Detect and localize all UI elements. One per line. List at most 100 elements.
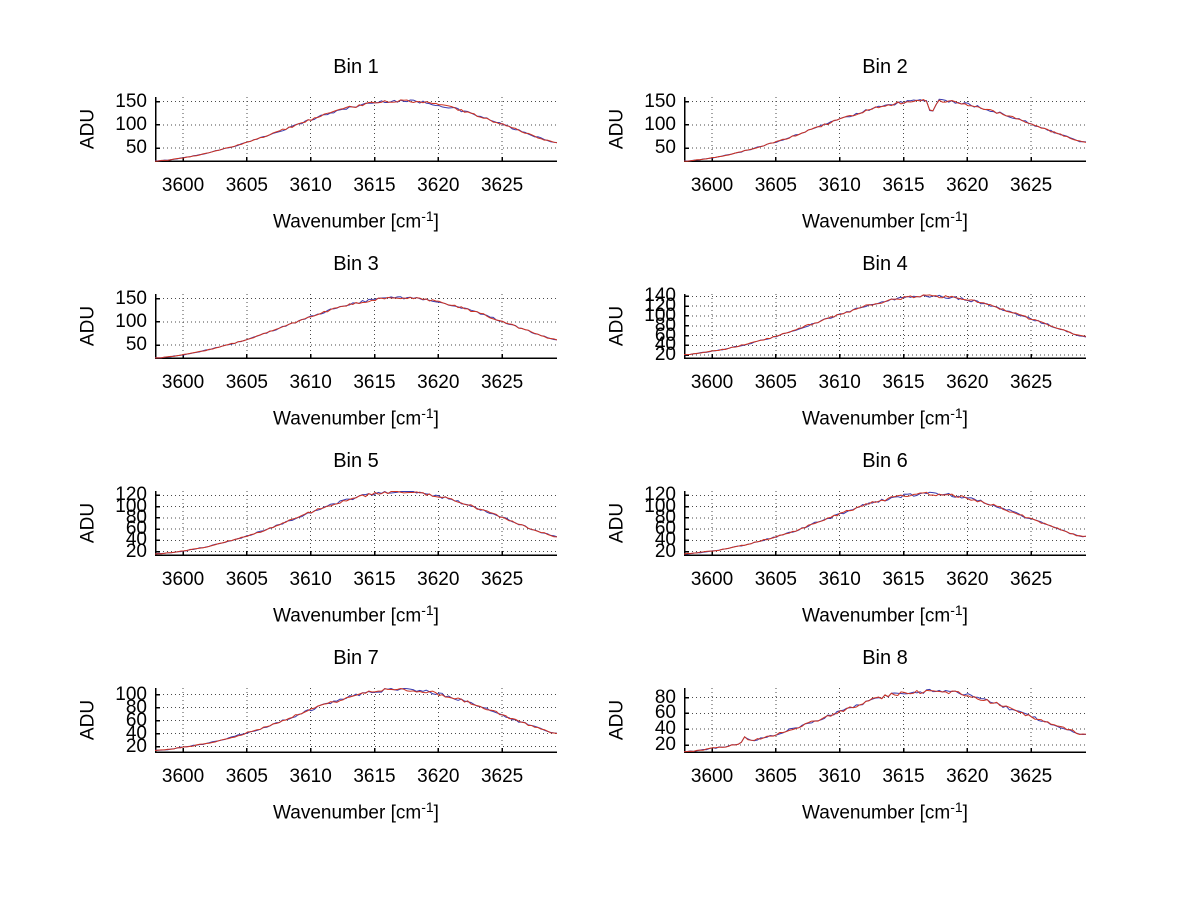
x-axis-label: Wavenumber [cm-1] (684, 399, 1086, 429)
x-axis-label-exponent: -1 (950, 405, 963, 421)
x-tick-label: 3605 (225, 569, 269, 590)
x-tick-label: 3620 (417, 372, 460, 393)
x-axis-label-end: ] (962, 605, 968, 627)
x-axis-label: Wavenumber [cm-1] (155, 793, 557, 823)
x-axis-label: Wavenumber [cm-1] (155, 596, 557, 626)
x-axis-label-end: ] (433, 408, 439, 430)
x-tick-label: 3605 (754, 372, 798, 393)
subplot-bin-2: Bin 2 ADU Wavenumber [cm-1] 50 100 150 3600… (574, 52, 1096, 244)
x-tick-label: 3620 (417, 766, 460, 787)
x-tick-label: 3615 (882, 766, 925, 787)
x-axis-label-main: Wavenumber [cm (802, 605, 951, 627)
x-tick-label: 3610 (818, 569, 861, 590)
x-axis-label-exponent: -1 (421, 799, 434, 815)
x-axis-label-exponent: -1 (421, 208, 434, 224)
x-tick-label: 3620 (946, 372, 989, 393)
x-axis-label-end: ] (962, 408, 968, 430)
x-tick-label: 3600 (161, 372, 205, 393)
y-tick-label: 80 (125, 696, 147, 718)
plot-area (684, 491, 1086, 556)
plot-area (155, 97, 557, 162)
spectrum-plot (155, 294, 557, 359)
plot-area (684, 294, 1086, 359)
x-tick-label: 3605 (754, 766, 798, 787)
x-axis-label-end: ] (962, 211, 968, 233)
x-axis-label-exponent: -1 (421, 602, 434, 618)
y-tick-label: 40 (125, 529, 147, 551)
y-tick-label: 20 (125, 735, 147, 757)
y-tick-label: 100 (115, 495, 147, 517)
x-tick-label: 3615 (353, 372, 396, 393)
y-tick-label: 50 (654, 137, 676, 159)
y-tick-label: 20 (654, 734, 676, 756)
y-tick-label: 120 (644, 295, 676, 317)
x-tick-label: 3605 (754, 175, 798, 196)
x-tick-label: 3625 (480, 372, 524, 393)
subplot-bin-1: Bin 1 ADU Wavenumber [cm-1] 50 100 150 3600… (45, 52, 567, 244)
y-tick-label: 60 (654, 702, 676, 724)
y-tick-label: 100 (115, 113, 147, 135)
x-tick-label: 3620 (946, 175, 989, 196)
y-tick-label: 80 (125, 506, 147, 528)
y-tick-label: 150 (115, 90, 147, 112)
subplot-bin-8: Bin 8 ADU Wavenumber [cm-1] 20 40 60 80 3600… (574, 643, 1096, 835)
x-axis-label-main: Wavenumber [cm (802, 408, 951, 430)
x-tick-label: 3610 (289, 372, 332, 393)
subplot-title: Bin 1 (333, 56, 379, 78)
x-axis-label: Wavenumber [cm-1] (155, 399, 557, 429)
subplot-title: Bin 3 (333, 253, 379, 275)
subplot-bin-5: Bin 5 ADU Wavenumber [cm-1] 20 40 60 80 100 1… (45, 446, 567, 638)
plot-area (155, 491, 557, 556)
plot-area (155, 688, 557, 753)
x-tick-label: 3620 (946, 766, 989, 787)
subplot-title: Bin 2 (862, 56, 908, 78)
x-tick-label: 3610 (289, 569, 332, 590)
subplot-title: Bin 7 (333, 647, 379, 669)
plot-area (684, 97, 1086, 162)
y-tick-label: 40 (654, 718, 676, 740)
x-tick-label: 3625 (480, 569, 524, 590)
subplot-title: Bin 4 (862, 253, 908, 275)
x-tick-label: 3615 (882, 175, 925, 196)
x-tick-label: 3610 (818, 175, 861, 196)
subplot-title: Bin 6 (862, 450, 908, 472)
y-tick-label: 140 (644, 285, 676, 307)
x-tick-label: 3620 (417, 569, 460, 590)
x-axis-label: Wavenumber [cm-1] (155, 202, 557, 232)
x-axis-label-end: ] (962, 802, 968, 824)
y-tick-label: 150 (115, 287, 147, 309)
x-axis-label-end: ] (433, 605, 439, 627)
y-tick-label: 100 (644, 304, 676, 326)
x-tick-label: 3625 (1009, 372, 1053, 393)
x-tick-label: 3610 (289, 766, 332, 787)
x-tick-label: 3615 (882, 372, 925, 393)
x-tick-label: 3605 (754, 569, 798, 590)
subplot-bin-3: Bin 3 ADU Wavenumber [cm-1] 50 100 150 3600… (45, 249, 567, 441)
y-tick-label: 120 (644, 484, 676, 506)
x-axis-label-exponent: -1 (950, 602, 963, 618)
y-tick-label: 150 (644, 90, 676, 112)
x-tick-label: 3615 (353, 175, 396, 196)
x-tick-label: 3600 (690, 569, 734, 590)
x-tick-label: 3615 (353, 569, 396, 590)
subplot-bin-6: Bin 6 ADU Wavenumber [cm-1] 20 40 60 80 100 1… (574, 446, 1096, 638)
spectrum-plot (684, 294, 1086, 359)
y-tick-label: 40 (654, 334, 676, 356)
plot-area (155, 294, 557, 359)
x-axis-label: Wavenumber [cm-1] (684, 596, 1086, 626)
y-tick-label: 20 (125, 540, 147, 562)
x-tick-label: 3605 (225, 766, 269, 787)
x-tick-label: 3610 (289, 175, 332, 196)
x-axis-label-main: Wavenumber [cm (802, 802, 951, 824)
y-tick-label: 100 (115, 683, 147, 705)
subplot-bin-7: Bin 7 ADU Wavenumber [cm-1] 20 40 60 80 100 3… (45, 643, 567, 835)
x-axis-label-end: ] (433, 211, 439, 233)
x-axis-label-main: Wavenumber [cm (802, 211, 951, 233)
y-tick-label: 20 (654, 540, 676, 562)
x-tick-label: 3625 (1009, 569, 1053, 590)
y-tick-label: 80 (654, 506, 676, 528)
subplot-title: Bin 5 (333, 450, 379, 472)
x-tick-label: 3600 (690, 372, 734, 393)
x-tick-label: 3620 (946, 569, 989, 590)
